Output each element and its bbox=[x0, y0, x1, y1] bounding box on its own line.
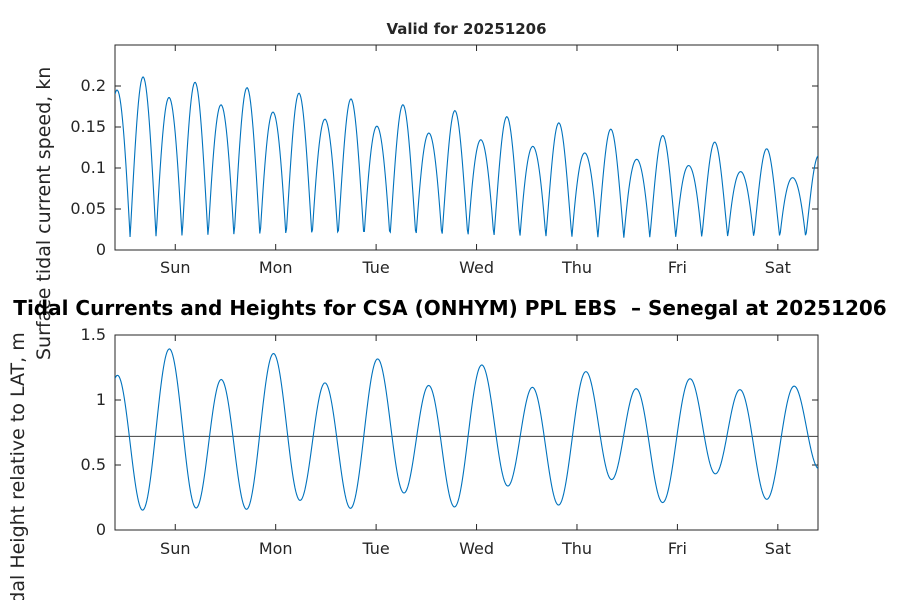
x-tick-label: Fri bbox=[668, 539, 687, 558]
x-tick-label: Sat bbox=[765, 539, 791, 558]
current-speed-chart: Sun Mon Tue Wed Thu Fri Sat 0 0.05 0.1 0.15 0.2 Vali… bbox=[70, 20, 819, 277]
x-tick-label: Fri bbox=[668, 258, 687, 277]
figure-suptitle: Tidal Currents and Heights for CSA (ONHY… bbox=[13, 296, 887, 320]
y-tick-label: 1.5 bbox=[81, 325, 106, 344]
y-tick-label: 0.15 bbox=[70, 117, 106, 136]
series-line bbox=[115, 348, 818, 511]
x-tick-label: Mon bbox=[259, 258, 293, 277]
axes-box bbox=[114, 334, 819, 531]
x-tick-label: Thu bbox=[561, 258, 592, 277]
x-tick-label: Mon bbox=[259, 539, 293, 558]
tide-height-chart: Sun Mon Tue Wed Thu Fri Sat 0 0.5 1 1.5 bbox=[81, 325, 819, 558]
x-tick-label: Sat bbox=[765, 258, 791, 277]
x-tick-label: Wed bbox=[459, 539, 494, 558]
axes-box bbox=[114, 44, 819, 251]
y-tick-label: 0.05 bbox=[70, 199, 106, 218]
bottom-chart-y-axis-label: Tidal Height relative to LAT, m bbox=[7, 332, 29, 600]
y-tick-label: 0.5 bbox=[81, 455, 106, 474]
y-tick-label: 0.1 bbox=[81, 158, 106, 177]
y-tick-label: 0.2 bbox=[81, 76, 106, 95]
y-tick-label: 1 bbox=[96, 390, 106, 409]
x-tick-label: Tue bbox=[361, 258, 389, 277]
x-tick-label: Sun bbox=[160, 258, 190, 277]
series-line bbox=[115, 76, 818, 238]
x-tick-label: Thu bbox=[561, 539, 592, 558]
x-tick-label: Tue bbox=[361, 539, 389, 558]
y-tick-label: 0 bbox=[96, 240, 106, 259]
x-tick-label: Wed bbox=[459, 258, 494, 277]
chart-title: Valid for 20251206 bbox=[386, 20, 546, 38]
y-tick-label: 0 bbox=[96, 520, 106, 539]
x-tick-label: Sun bbox=[160, 539, 190, 558]
